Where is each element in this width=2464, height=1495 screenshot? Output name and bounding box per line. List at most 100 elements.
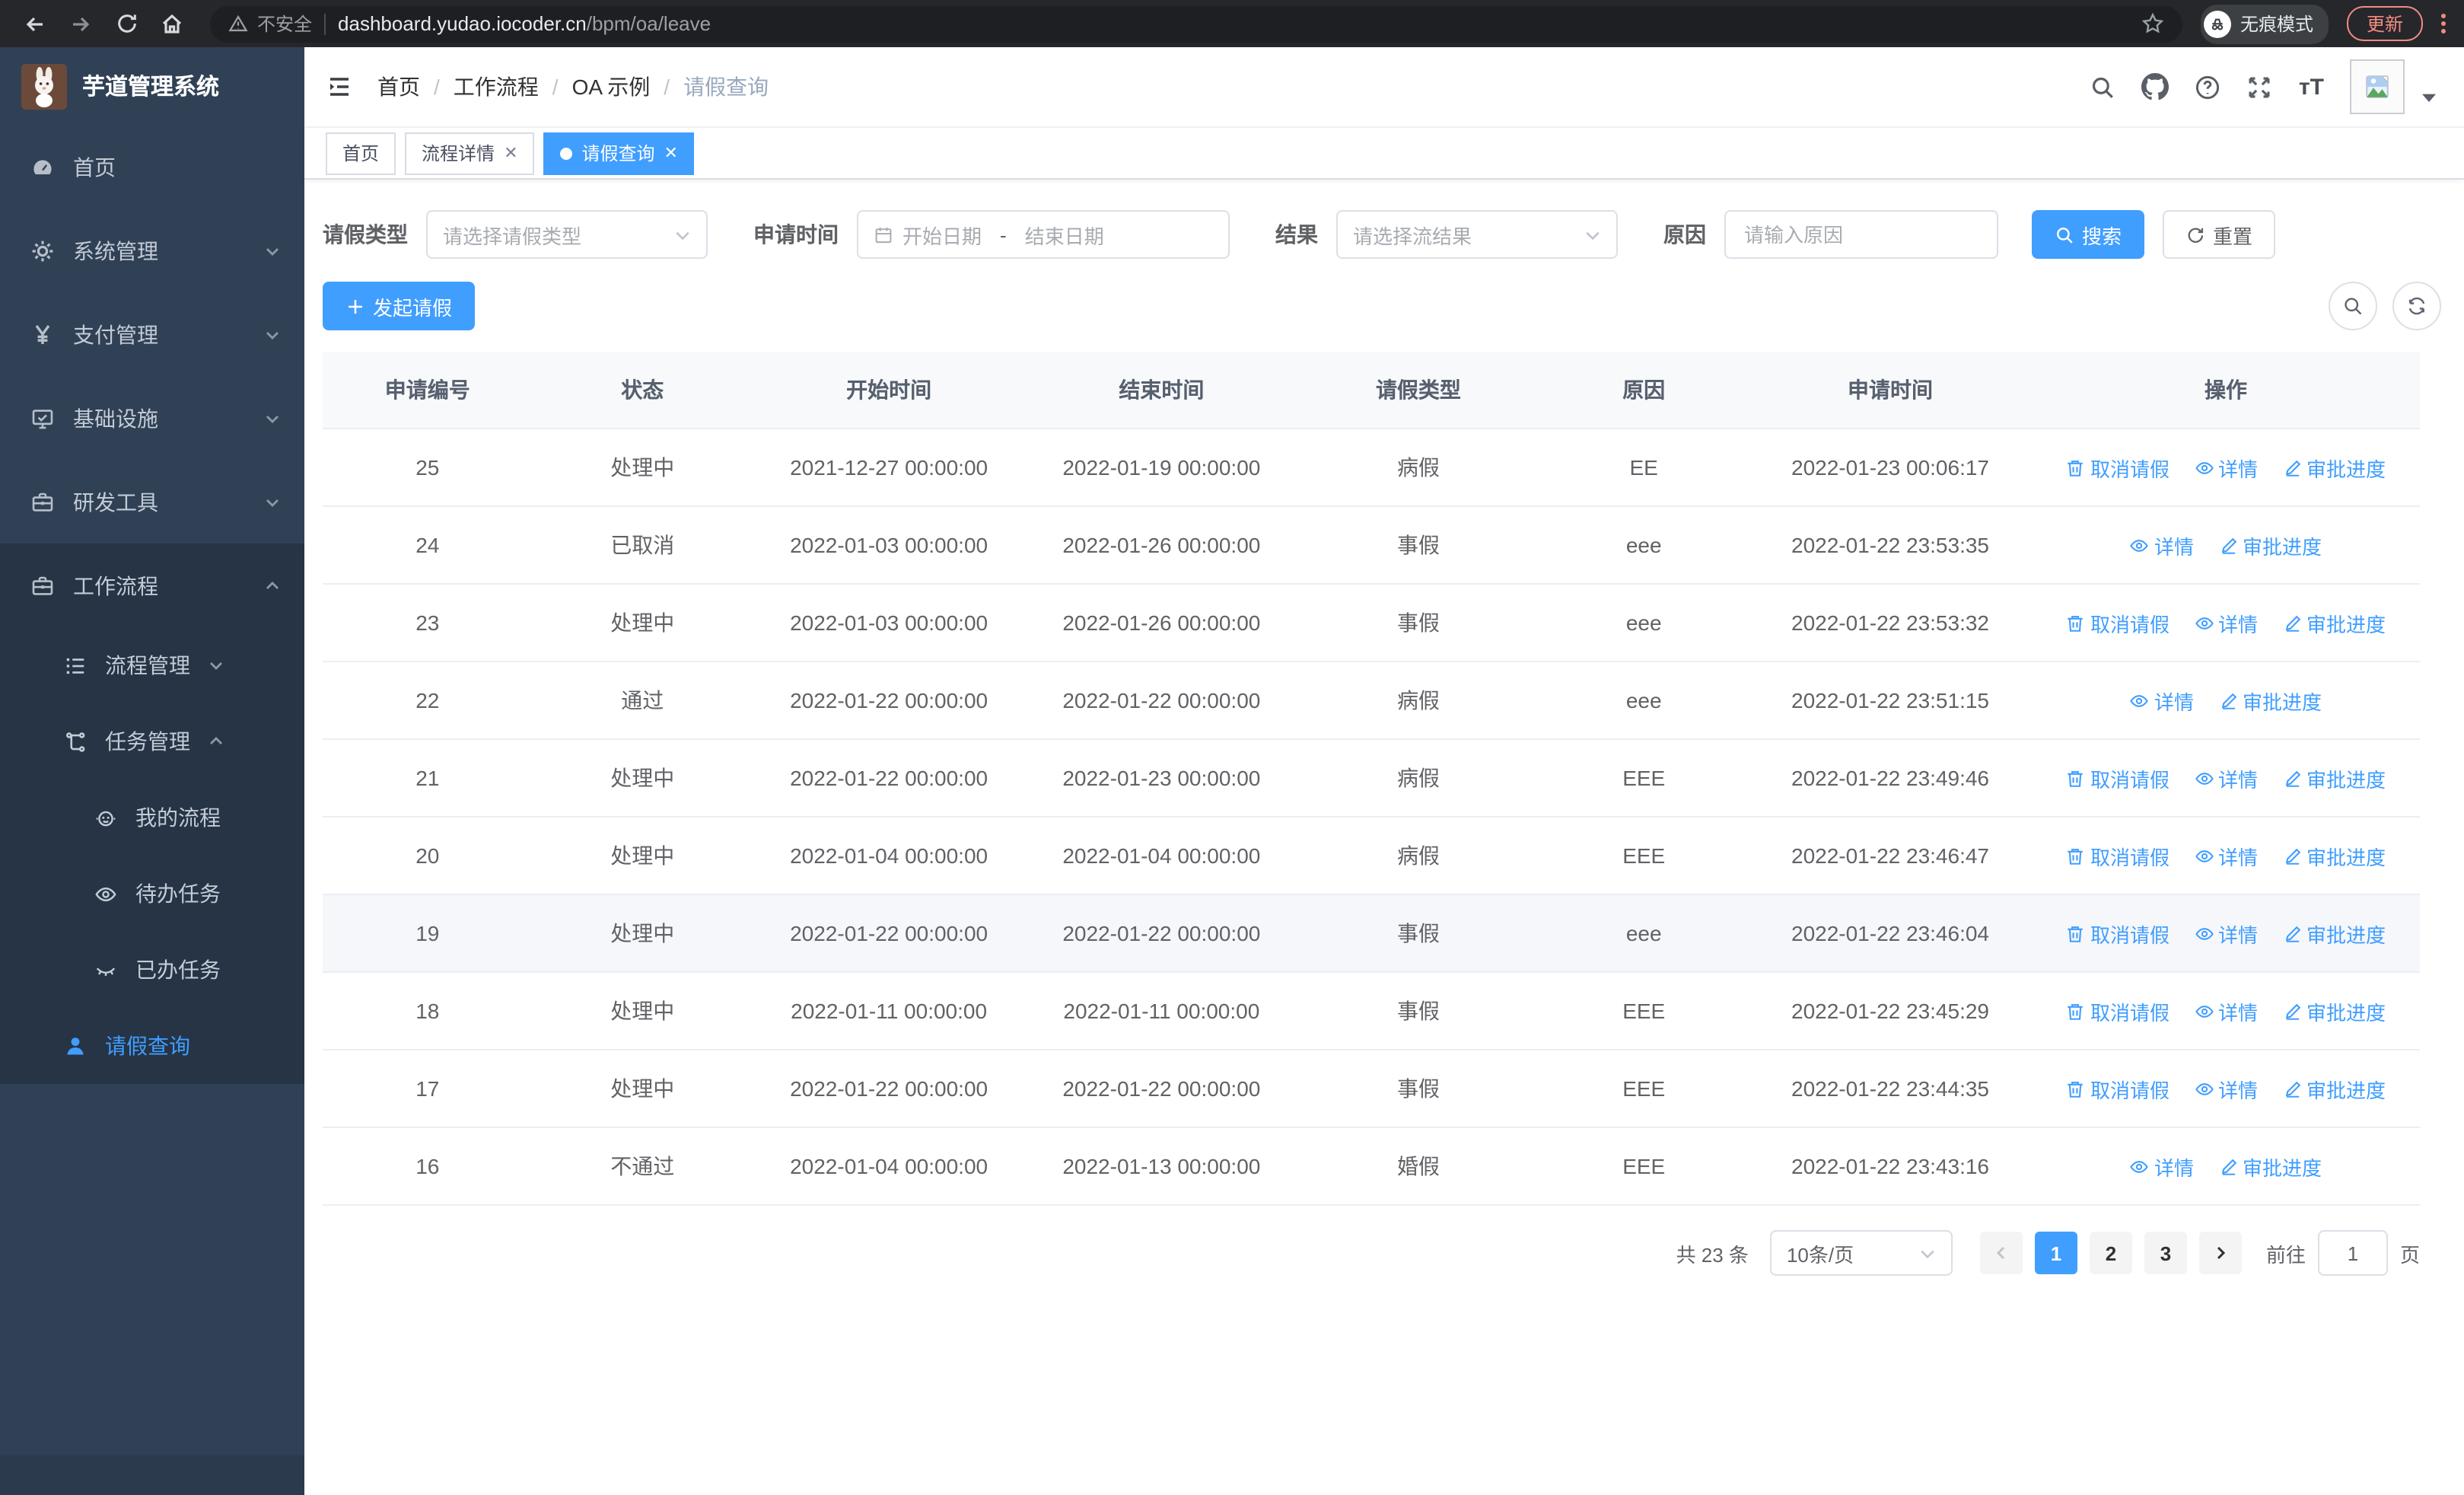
sidebar-item-todo-tasks[interactable]: 待办任务 bbox=[0, 856, 304, 932]
action-label: 审批进度 bbox=[2243, 535, 2322, 558]
approval-progress-link[interactable]: 审批进度 bbox=[2282, 608, 2386, 637]
reason-input[interactable] bbox=[1741, 222, 1982, 247]
result-select[interactable]: 请选择流结果 bbox=[1336, 210, 1618, 259]
browser-back-button[interactable] bbox=[15, 4, 55, 43]
address-bar[interactable]: 不安全 dashboard.yudao.iocoder.cn/bpm/oa/le… bbox=[210, 5, 2182, 42]
cell-end-time: 2022-01-04 00:00:00 bbox=[1025, 817, 1298, 895]
sidebar-item-leave-query[interactable]: 请假查询 bbox=[0, 1008, 304, 1084]
detail-link[interactable]: 详情 bbox=[2194, 763, 2258, 792]
sidebar-item-devtools[interactable]: 研发工具 bbox=[0, 460, 304, 543]
approval-progress-link[interactable]: 审批进度 bbox=[2282, 919, 2386, 948]
browser-menu-button[interactable] bbox=[2441, 14, 2446, 33]
approval-progress-link[interactable]: 审批进度 bbox=[2282, 996, 2386, 1025]
approval-progress-link[interactable]: 审批进度 bbox=[2218, 686, 2322, 715]
sidebar-item-task-mgmt[interactable]: 任务管理 bbox=[0, 703, 304, 779]
action-label: 详情 bbox=[2154, 535, 2194, 558]
cancel-leave-link[interactable]: 取消请假 bbox=[2066, 453, 2170, 482]
font-size-button[interactable]: тT bbox=[2298, 74, 2324, 100]
approval-progress-link[interactable]: 审批进度 bbox=[2282, 453, 2386, 482]
view-icon bbox=[2195, 461, 2213, 473]
header-github-button[interactable] bbox=[2141, 73, 2170, 100]
cell-status: 不通过 bbox=[532, 1127, 753, 1206]
menu-fold-button[interactable] bbox=[326, 73, 353, 100]
cell-end-time: 2022-01-22 00:00:00 bbox=[1025, 661, 1298, 740]
page-button-3[interactable]: 3 bbox=[2144, 1232, 2187, 1274]
sidebar-item-done-tasks[interactable]: 已办任务 bbox=[0, 932, 304, 1008]
header-help-button[interactable] bbox=[2195, 74, 2221, 100]
sidebar-item-my-process[interactable]: 我的流程 bbox=[0, 779, 304, 856]
refresh-table-button[interactable] bbox=[2392, 282, 2441, 330]
browser-reload-button[interactable] bbox=[107, 4, 146, 43]
app-logo[interactable]: 芋道管理系统 bbox=[0, 47, 304, 125]
sidebar-item-process-mgmt[interactable]: 流程管理 bbox=[0, 627, 304, 703]
sidebar-item-home[interactable]: 首页 bbox=[0, 125, 304, 209]
edit-icon bbox=[2284, 1003, 2300, 1019]
header-search-button[interactable] bbox=[2090, 74, 2116, 100]
approval-progress-link[interactable]: 审批进度 bbox=[2282, 1074, 2386, 1103]
approval-progress-link[interactable]: 审批进度 bbox=[2218, 1152, 2322, 1181]
sidebar-item-payment[interactable]: 支付管理 bbox=[0, 292, 304, 376]
page-size-select[interactable]: 10条/页 bbox=[1769, 1230, 1953, 1276]
cancel-leave-link[interactable]: 取消请假 bbox=[2066, 608, 2170, 637]
detail-link[interactable]: 详情 bbox=[2130, 531, 2194, 559]
col-header-end: 结束时间 bbox=[1025, 352, 1298, 429]
delete-icon bbox=[2068, 770, 2084, 786]
browser-forward-button[interactable] bbox=[61, 4, 100, 43]
cancel-leave-link[interactable]: 取消请假 bbox=[2066, 841, 2170, 870]
bookmark-star-button[interactable] bbox=[2141, 12, 2164, 35]
detail-link[interactable]: 详情 bbox=[2194, 453, 2258, 482]
detail-link[interactable]: 详情 bbox=[2194, 1074, 2258, 1103]
next-page-button[interactable] bbox=[2198, 1232, 2242, 1274]
detail-link[interactable]: 详情 bbox=[2194, 919, 2258, 948]
sidebar-item-workflow[interactable]: 工作流程 bbox=[0, 543, 304, 627]
yen-icon bbox=[35, 324, 50, 343]
breadcrumb-item[interactable]: 工作流程 bbox=[453, 75, 539, 99]
page-button-2[interactable]: 2 bbox=[2089, 1232, 2132, 1274]
search-button[interactable]: 搜索 bbox=[2032, 210, 2145, 259]
detail-link[interactable]: 详情 bbox=[2194, 608, 2258, 637]
cell-status: 处理中 bbox=[532, 972, 753, 1050]
monitor-icon bbox=[32, 409, 53, 429]
security-chip[interactable]: 不安全 bbox=[228, 11, 312, 37]
detail-link[interactable]: 详情 bbox=[2130, 686, 2194, 715]
detail-link[interactable]: 详情 bbox=[2194, 996, 2258, 1025]
cancel-leave-link[interactable]: 取消请假 bbox=[2066, 996, 2170, 1025]
leave-type-select[interactable]: 请选择请假类型 bbox=[426, 210, 708, 259]
tab-home[interactable]: 首页 bbox=[326, 132, 396, 174]
cell-status: 处理中 bbox=[532, 429, 753, 507]
tab-process-detail[interactable]: 流程详情 ✕ bbox=[405, 132, 535, 174]
browser-home-button[interactable] bbox=[152, 4, 192, 43]
tab-leave-query[interactable]: 请假查询 ✕ bbox=[543, 132, 695, 174]
user-avatar[interactable] bbox=[2350, 59, 2405, 114]
sidebar-item-label: 请假查询 bbox=[105, 1034, 190, 1058]
browser-update-button[interactable]: 更新 bbox=[2346, 6, 2423, 41]
detail-link[interactable]: 详情 bbox=[2194, 841, 2258, 870]
cancel-leave-link[interactable]: 取消请假 bbox=[2066, 919, 2170, 948]
prev-page-button[interactable] bbox=[1979, 1232, 2023, 1274]
cancel-leave-link[interactable]: 取消请假 bbox=[2066, 763, 2170, 792]
page-button-1[interactable]: 1 bbox=[2034, 1232, 2077, 1274]
create-leave-button[interactable]: 发起请假 bbox=[323, 282, 476, 330]
close-icon[interactable]: ✕ bbox=[504, 145, 518, 163]
apply-time-range-picker[interactable]: 开始日期 - 结束日期 bbox=[857, 210, 1230, 259]
reset-button[interactable]: 重置 bbox=[2163, 210, 2276, 259]
goto-page-input[interactable] bbox=[2317, 1230, 2388, 1276]
breadcrumb-separator: / bbox=[434, 75, 440, 99]
breadcrumb-item[interactable]: OA 示例 bbox=[571, 75, 651, 99]
detail-link[interactable]: 详情 bbox=[2130, 1152, 2194, 1181]
sidebar-item-system[interactable]: 系统管理 bbox=[0, 209, 304, 292]
range-separator: - bbox=[1000, 223, 1007, 246]
approval-progress-link[interactable]: 审批进度 bbox=[2218, 531, 2322, 559]
close-icon[interactable]: ✕ bbox=[664, 145, 678, 163]
avatar-dropdown-caret[interactable] bbox=[2421, 92, 2437, 103]
sidebar-item-infra[interactable]: 基础设施 bbox=[0, 376, 304, 460]
approval-progress-link[interactable]: 审批进度 bbox=[2282, 763, 2386, 792]
breadcrumb-item[interactable]: 首页 bbox=[377, 75, 420, 99]
header-fullscreen-button[interactable] bbox=[2247, 74, 2273, 100]
toggle-search-button[interactable] bbox=[2329, 282, 2377, 330]
sidebar-collapse-bar[interactable] bbox=[0, 1455, 304, 1495]
cancel-leave-link[interactable]: 取消请假 bbox=[2066, 1074, 2170, 1103]
col-header-id: 申请编号 bbox=[323, 352, 533, 429]
approval-progress-link[interactable]: 审批进度 bbox=[2282, 841, 2386, 870]
cell-start-time: 2022-01-22 00:00:00 bbox=[752, 739, 1026, 818]
